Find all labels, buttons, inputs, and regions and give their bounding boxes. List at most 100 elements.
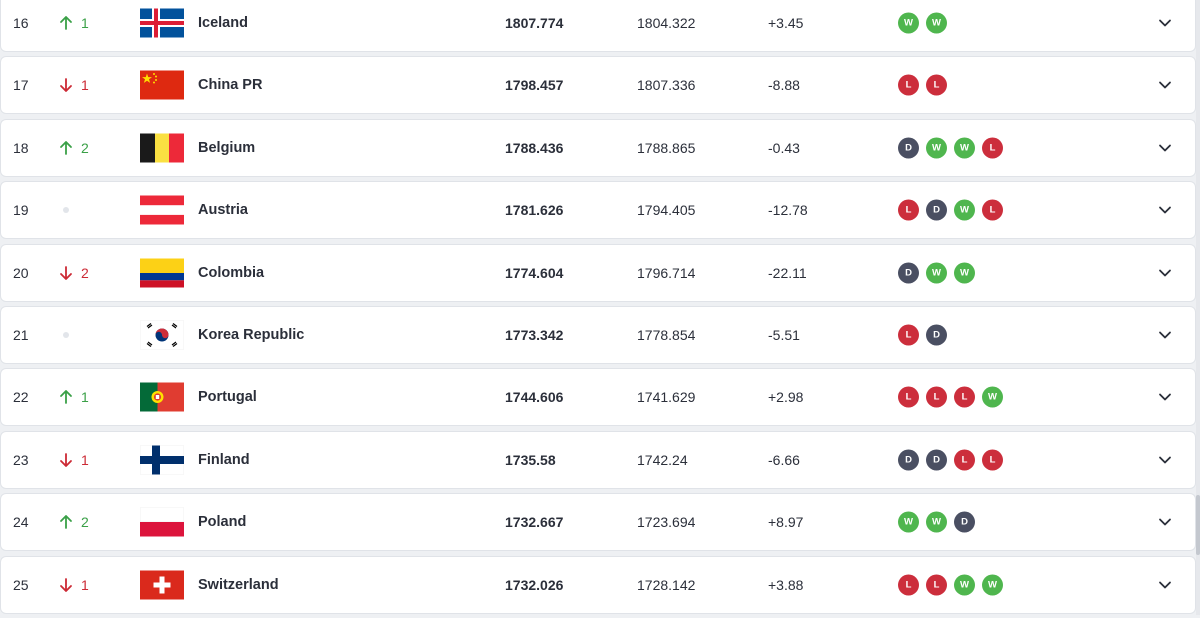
previous-points: 1741.629 (637, 389, 696, 406)
form-badge: W (898, 12, 919, 34)
scrollbar[interactable] (1196, 0, 1200, 615)
rank-movement: 2 (59, 140, 89, 156)
total-points: 1781.626 (505, 202, 564, 219)
form-badge: L (898, 74, 919, 96)
rank-change-value: 1 (81, 15, 89, 31)
arrow-down-icon (59, 452, 73, 468)
previous-points: 1723.694 (637, 514, 696, 531)
points-difference: +8.97 (768, 514, 804, 531)
total-points: 1744.606 (505, 389, 564, 406)
form-badge: L (954, 449, 975, 471)
rank-number: 17 (13, 77, 29, 94)
total-points: 1732.667 (505, 514, 564, 531)
rank-number: 23 (13, 451, 29, 468)
chevron-down-icon[interactable] (1158, 141, 1172, 155)
poland-flag-icon (140, 507, 184, 537)
total-points: 1774.604 (505, 264, 564, 281)
rank-number: 25 (13, 576, 29, 593)
previous-points: 1796.714 (637, 264, 696, 281)
form-badge: W (898, 511, 919, 533)
rank-movement: 1 (59, 77, 89, 93)
chevron-down-icon[interactable] (1158, 203, 1172, 217)
ranking-row[interactable]: 25 1 Switzerland 1732.026 1728.142 +3.88… (0, 555, 1196, 614)
iceland-flag-icon (140, 8, 184, 38)
chevron-down-icon[interactable] (1158, 390, 1172, 404)
points-difference: -12.78 (768, 202, 808, 219)
no-change-dot (63, 331, 69, 338)
points-difference: -6.66 (768, 451, 800, 468)
rank-change-value: 2 (81, 139, 89, 156)
colombia-flag-icon (140, 258, 184, 288)
ranking-row[interactable]: 21 Korea Republic 1773.342 1778.854 -5.5… (0, 305, 1196, 364)
no-change-dot (63, 207, 69, 214)
belgium-flag-icon (140, 133, 184, 163)
form-badge: L (898, 386, 919, 408)
form-badge: D (926, 324, 947, 346)
form-badge: L (982, 199, 1003, 221)
arrow-up-icon (59, 140, 73, 156)
rank-change-value: 1 (81, 77, 89, 94)
form-badge: D (898, 262, 919, 284)
rank-change-value: 1 (81, 451, 89, 468)
chevron-down-icon[interactable] (1158, 578, 1172, 592)
rank-change-value: 2 (81, 514, 89, 531)
team-name: Korea Republic (198, 326, 305, 343)
previous-points: 1788.865 (637, 139, 696, 156)
total-points: 1788.436 (505, 139, 564, 156)
team-name: Iceland (198, 15, 248, 31)
rank-change-value: 1 (81, 389, 89, 406)
form-badge: L (898, 574, 919, 596)
form-badge: D (898, 449, 919, 471)
arrow-down-icon (59, 265, 73, 281)
finland-flag-icon (140, 445, 184, 475)
rank-movement: 1 (59, 15, 89, 31)
total-points: 1807.774 (505, 15, 564, 31)
form-badge: W (954, 137, 975, 159)
points-difference: +3.88 (768, 576, 804, 593)
team-name: Colombia (198, 264, 265, 281)
team-name: Belgium (198, 139, 256, 156)
rank-number: 22 (13, 389, 29, 406)
form-badge: W (982, 386, 1003, 408)
chevron-down-icon[interactable] (1158, 266, 1172, 280)
arrow-up-icon (59, 514, 73, 530)
chevron-down-icon[interactable] (1158, 78, 1172, 92)
ranking-row[interactable]: 20 2 Colombia 1774.604 1796.714 -22.11 D… (0, 243, 1196, 302)
rank-number: 21 (13, 326, 29, 343)
form-badge: L (926, 574, 947, 596)
form-badge: L (898, 199, 919, 221)
previous-points: 1742.24 (637, 451, 688, 468)
form-badge: W (926, 511, 947, 533)
previous-points: 1778.854 (637, 326, 696, 343)
portugal-flag-icon (140, 382, 184, 412)
points-difference: -8.88 (768, 77, 800, 94)
austria-flag-icon (140, 195, 184, 225)
chevron-down-icon[interactable] (1158, 453, 1172, 467)
previous-points: 1728.142 (637, 576, 696, 593)
team-name: China PR (198, 77, 263, 94)
previous-points: 1807.336 (637, 77, 696, 94)
chevron-down-icon[interactable] (1158, 16, 1172, 30)
scrollbar-thumb[interactable] (1196, 495, 1200, 555)
form-badge: W (926, 262, 947, 284)
total-points: 1773.342 (505, 326, 564, 343)
chevron-down-icon[interactable] (1158, 328, 1172, 342)
rank-number: 24 (13, 514, 29, 531)
previous-points: 1804.322 (637, 15, 696, 31)
chevron-down-icon[interactable] (1158, 515, 1172, 529)
